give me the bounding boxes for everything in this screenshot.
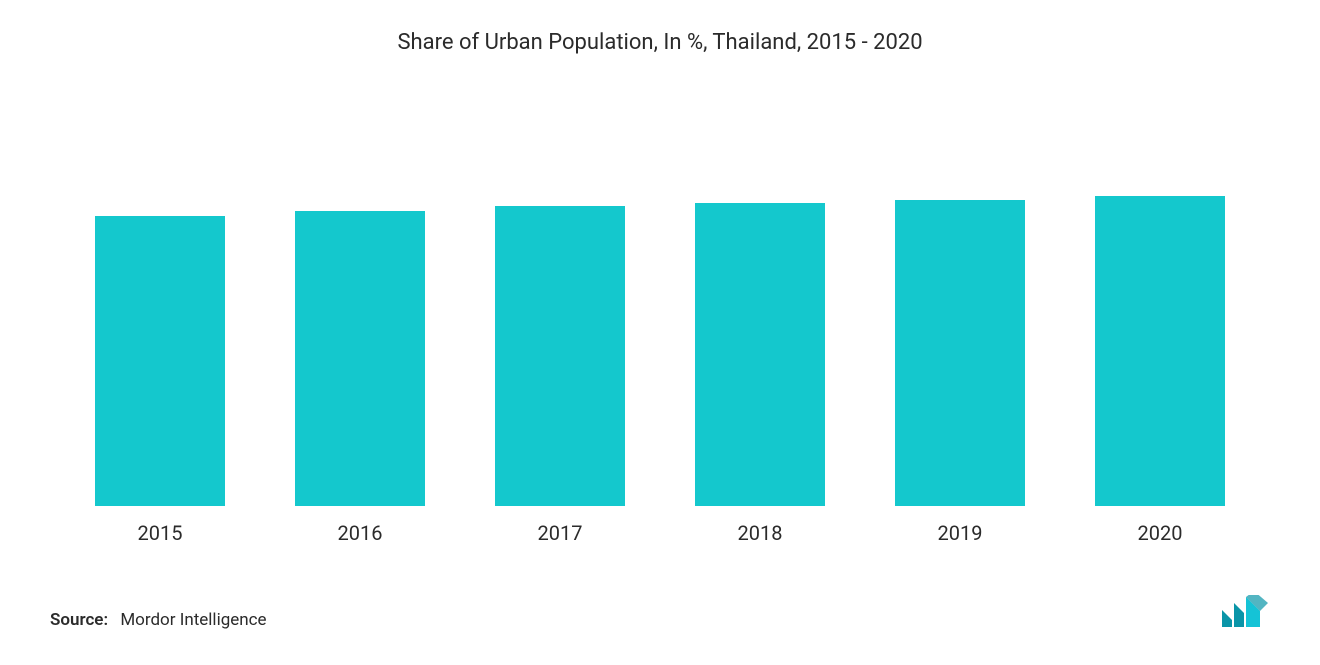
- x-axis-label: 2019: [860, 521, 1060, 545]
- bar: [95, 216, 225, 506]
- x-axis-labels: 201520162017201820192020: [40, 506, 1280, 545]
- x-axis-label: 2017: [460, 521, 660, 545]
- mordor-logo-icon: [1220, 595, 1270, 630]
- plot-area: [40, 65, 1280, 506]
- source-label: Source:: [50, 610, 108, 630]
- source-value: Mordor Intelligence: [120, 610, 266, 630]
- brand-logo: [1220, 595, 1270, 630]
- bar-group: [460, 206, 660, 506]
- bar: [1095, 196, 1225, 506]
- bar: [895, 200, 1025, 506]
- bar: [495, 206, 625, 506]
- chart-title: Share of Urban Population, In %, Thailan…: [40, 30, 1280, 55]
- x-axis-label: 2015: [60, 521, 260, 545]
- bar-group: [60, 216, 260, 506]
- chart-container: Share of Urban Population, In %, Thailan…: [0, 0, 1320, 665]
- bar-group: [260, 211, 460, 506]
- bar: [695, 203, 825, 506]
- bar-group: [1060, 196, 1260, 506]
- bar-group: [660, 203, 860, 506]
- x-axis-label: 2016: [260, 521, 460, 545]
- source-attribution: Source: Mordor Intelligence: [50, 610, 267, 630]
- x-axis-label: 2018: [660, 521, 860, 545]
- bar-group: [860, 200, 1060, 506]
- bar: [295, 211, 425, 506]
- chart-footer: Source: Mordor Intelligence: [40, 595, 1280, 635]
- x-axis-label: 2020: [1060, 521, 1260, 545]
